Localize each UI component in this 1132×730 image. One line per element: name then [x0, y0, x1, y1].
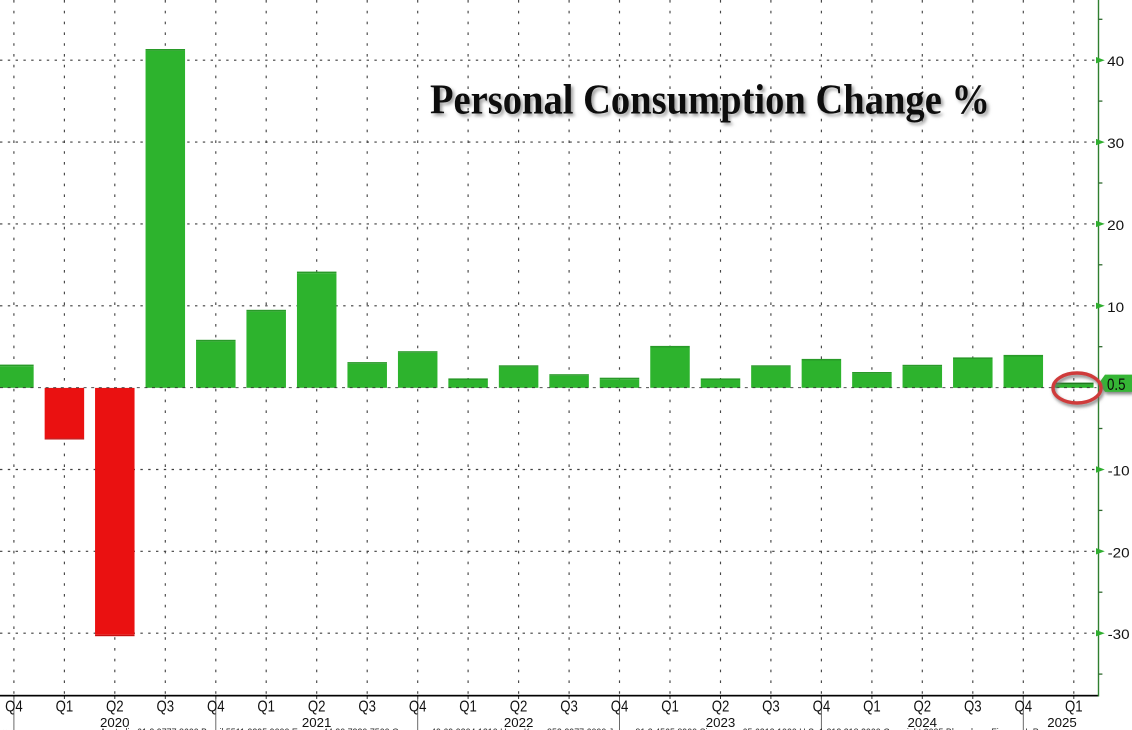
- svg-text:Q4: Q4: [207, 699, 225, 716]
- svg-text:2020: 2020: [100, 715, 130, 730]
- svg-text:-20: -20: [1108, 545, 1130, 561]
- svg-text:2021: 2021: [302, 715, 332, 730]
- svg-text:Q4: Q4: [813, 699, 831, 716]
- svg-text:2023: 2023: [706, 715, 736, 730]
- svg-text:Q3: Q3: [964, 699, 982, 716]
- svg-text:Q1: Q1: [863, 699, 881, 716]
- svg-text:Q4: Q4: [1015, 699, 1033, 716]
- svg-text:0.5: 0.5: [1107, 376, 1126, 394]
- svg-text:Q3: Q3: [157, 699, 175, 716]
- svg-text:Q2: Q2: [712, 699, 730, 716]
- svg-text:20: 20: [1107, 218, 1124, 234]
- svg-text:¤: ¤: [2, 727, 8, 730]
- svg-text:Q1: Q1: [1065, 699, 1083, 716]
- svg-text:Q2: Q2: [914, 699, 932, 716]
- svg-text:-10: -10: [1108, 464, 1130, 480]
- svg-text:2025: 2025: [1047, 715, 1077, 730]
- svg-text:Q4: Q4: [611, 699, 629, 716]
- svg-text:Q3: Q3: [358, 699, 376, 716]
- svg-text:Q1: Q1: [257, 699, 275, 716]
- svg-text:Q1: Q1: [56, 699, 74, 716]
- svg-text:30: 30: [1107, 136, 1124, 152]
- svg-text:Q1: Q1: [459, 699, 477, 716]
- svg-text:Q1: Q1: [661, 699, 679, 716]
- svg-text:2022: 2022: [504, 715, 534, 730]
- svg-text:Q2: Q2: [308, 699, 326, 716]
- svg-text:40: 40: [1107, 54, 1124, 70]
- svg-text:Q4: Q4: [409, 699, 427, 716]
- svg-text:Q2: Q2: [510, 699, 528, 716]
- svg-text:-30: -30: [1108, 627, 1130, 643]
- svg-text:Q4: Q4: [5, 699, 23, 716]
- svg-text:10: 10: [1107, 300, 1124, 316]
- svg-text:Q3: Q3: [560, 699, 578, 716]
- svg-text:Q2: Q2: [106, 699, 124, 716]
- svg-text:Australia 61 2 9777 8600 Brazi: Australia 61 2 9777 8600 Brazil 5511 239…: [100, 727, 1040, 730]
- svg-text:Personal Consumption Change %: Personal Consumption Change %: [430, 77, 990, 124]
- svg-text:2024: 2024: [908, 715, 938, 730]
- svg-text:Q3: Q3: [762, 699, 780, 716]
